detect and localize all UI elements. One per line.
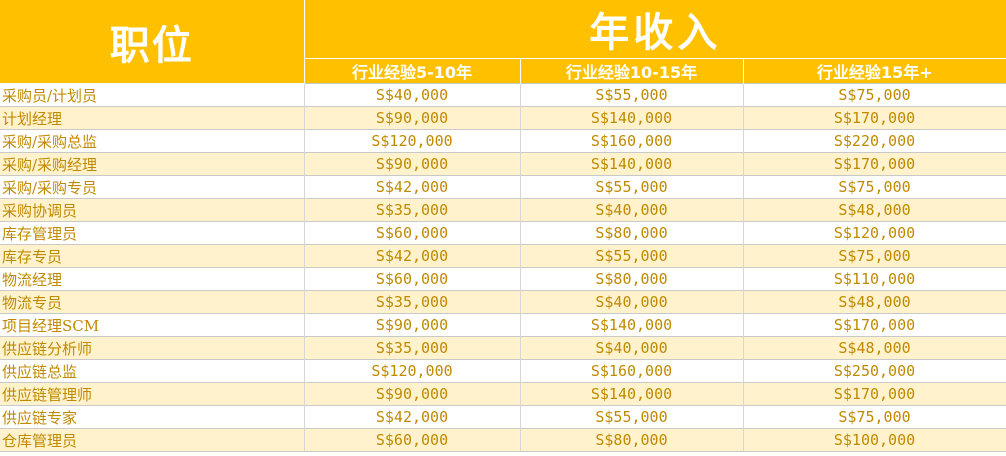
salary-cell: S$55,000 <box>520 405 744 429</box>
job-title-cell: 物流经理 <box>0 267 305 291</box>
salary-cell: S$110,000 <box>743 267 1006 291</box>
table-row: 采购员/计划员 S$40,000 S$55,000 S$75,000 <box>0 83 1006 107</box>
job-title-cell: 采购/采购经理 <box>0 152 305 176</box>
table-row: 采购协调员 S$35,000 S$40,000 S$48,000 <box>0 198 1006 222</box>
salary-cell: S$100,000 <box>743 428 1006 452</box>
salary-cell: S$55,000 <box>520 244 744 268</box>
salary-cell: S$170,000 <box>743 313 1006 337</box>
table-row: 采购/采购经理 S$90,000 S$140,000 S$170,000 <box>0 152 1006 176</box>
salary-cell: S$250,000 <box>743 359 1006 383</box>
table-body: 采购员/计划员 S$40,000 S$55,000 S$75,000 计划经理 … <box>0 83 1006 452</box>
job-title-cell: 供应链专家 <box>0 405 305 429</box>
job-title-cell: 供应链总监 <box>0 359 305 383</box>
header-row-top: 职位 年收入 <box>0 0 1006 84</box>
salary-cell: S$40,000 <box>520 336 744 360</box>
salary-cell: S$35,000 <box>304 290 521 314</box>
job-title-cell: 仓库管理员 <box>0 428 305 452</box>
salary-cell: S$120,000 <box>304 359 521 383</box>
salary-cell: S$42,000 <box>304 244 521 268</box>
salary-cell: S$160,000 <box>520 359 744 383</box>
job-title-cell: 供应链分析师 <box>0 336 305 360</box>
experience-15-plus-header: 行业经验15年+ <box>743 58 1006 84</box>
job-title-cell: 采购/采购专员 <box>0 175 305 199</box>
salary-cell: S$90,000 <box>304 313 521 337</box>
job-title-cell: 供应链管理师 <box>0 382 305 406</box>
salary-cell: S$75,000 <box>743 175 1006 199</box>
salary-cell: S$60,000 <box>304 267 521 291</box>
salary-cell: S$75,000 <box>743 405 1006 429</box>
job-title-cell: 采购员/计划员 <box>0 83 305 107</box>
salary-cell: S$90,000 <box>304 382 521 406</box>
table-row: 供应链专家 S$42,000 S$55,000 S$75,000 <box>0 405 1006 429</box>
job-title-cell: 物流专员 <box>0 290 305 314</box>
salary-cell: S$170,000 <box>743 382 1006 406</box>
table-row: 供应链管理师 S$90,000 S$140,000 S$170,000 <box>0 382 1006 406</box>
salary-cell: S$75,000 <box>743 244 1006 268</box>
job-title-cell: 库存专员 <box>0 244 305 268</box>
salary-cell: S$80,000 <box>520 428 744 452</box>
salary-cell: S$80,000 <box>520 221 744 245</box>
salary-cell: S$55,000 <box>520 175 744 199</box>
salary-cell: S$55,000 <box>520 83 744 107</box>
salary-cell: S$40,000 <box>304 83 521 107</box>
salary-cell: S$48,000 <box>743 336 1006 360</box>
salary-cell: S$35,000 <box>304 336 521 360</box>
table-row: 采购/采购总监 S$120,000 S$160,000 S$220,000 <box>0 129 1006 153</box>
salary-cell: S$35,000 <box>304 198 521 222</box>
salary-cell: S$90,000 <box>304 152 521 176</box>
salary-cell: S$170,000 <box>743 106 1006 130</box>
table-header: 职位 年收入 行业经验5-10年 行业经验10-15年 行业经验15年+ <box>0 0 1006 84</box>
salary-cell: S$42,000 <box>304 405 521 429</box>
salary-cell: S$140,000 <box>520 382 744 406</box>
table-row: 物流经理 S$60,000 S$80,000 S$110,000 <box>0 267 1006 291</box>
salary-cell: S$220,000 <box>743 129 1006 153</box>
table-row: 仓库管理员 S$60,000 S$80,000 S$100,000 <box>0 428 1006 452</box>
salary-cell: S$160,000 <box>520 129 744 153</box>
header-row-experience: 行业经验5-10年 行业经验10-15年 行业经验15年+ <box>0 58 1006 84</box>
salary-cell: S$170,000 <box>743 152 1006 176</box>
salary-cell: S$140,000 <box>520 106 744 130</box>
salary-cell: S$75,000 <box>743 83 1006 107</box>
salary-cell: S$40,000 <box>520 198 744 222</box>
salary-cell: S$48,000 <box>743 198 1006 222</box>
table-row: 供应链总监 S$120,000 S$160,000 S$250,000 <box>0 359 1006 383</box>
table-row: 库存管理员 S$60,000 S$80,000 S$120,000 <box>0 221 1006 245</box>
salary-cell: S$90,000 <box>304 106 521 130</box>
position-column-header: 职位 <box>0 0 305 84</box>
table-row: 库存专员 S$42,000 S$55,000 S$75,000 <box>0 244 1006 268</box>
table-row: 项目经理SCM S$90,000 S$140,000 S$170,000 <box>0 313 1006 337</box>
job-title-cell: 项目经理SCM <box>0 313 305 337</box>
salary-cell: S$60,000 <box>304 221 521 245</box>
salary-cell: S$140,000 <box>520 313 744 337</box>
salary-cell: S$40,000 <box>520 290 744 314</box>
table-row: 供应链分析师 S$35,000 S$40,000 S$48,000 <box>0 336 1006 360</box>
experience-5-10-header: 行业经验5-10年 <box>304 58 521 84</box>
salary-cell: S$60,000 <box>304 428 521 452</box>
table-row: 计划经理 S$90,000 S$140,000 S$170,000 <box>0 106 1006 130</box>
job-title-cell: 库存管理员 <box>0 221 305 245</box>
job-title-cell: 计划经理 <box>0 106 305 130</box>
experience-10-15-header: 行业经验10-15年 <box>520 58 744 84</box>
salary-cell: S$120,000 <box>304 129 521 153</box>
job-title-cell: 采购/采购总监 <box>0 129 305 153</box>
salary-cell: S$140,000 <box>520 152 744 176</box>
annual-income-header: 年收入 <box>304 0 1006 59</box>
salary-cell: S$120,000 <box>743 221 1006 245</box>
salary-cell: S$48,000 <box>743 290 1006 314</box>
table-row: 物流专员 S$35,000 S$40,000 S$48,000 <box>0 290 1006 314</box>
job-title-cell: 采购协调员 <box>0 198 305 222</box>
table-row: 采购/采购专员 S$42,000 S$55,000 S$75,000 <box>0 175 1006 199</box>
salary-cell: S$42,000 <box>304 175 521 199</box>
salary-cell: S$80,000 <box>520 267 744 291</box>
